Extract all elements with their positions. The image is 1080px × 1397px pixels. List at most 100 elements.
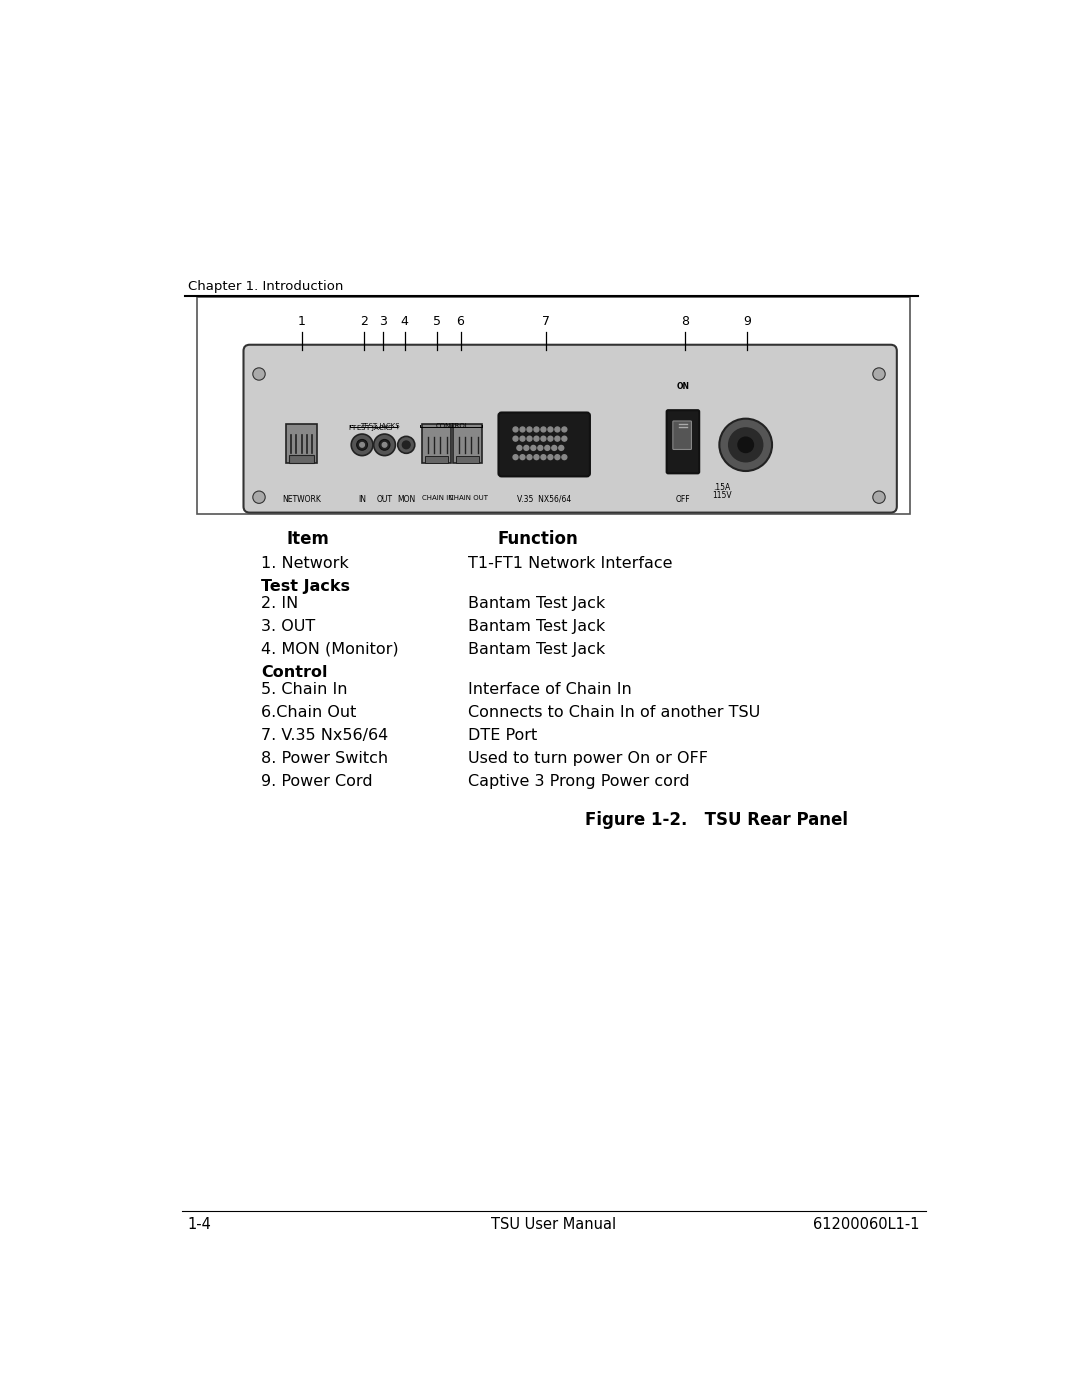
FancyBboxPatch shape [666, 411, 699, 474]
Circle shape [548, 427, 553, 432]
Circle shape [548, 454, 553, 460]
Circle shape [527, 454, 532, 460]
Text: 7: 7 [542, 316, 550, 328]
FancyBboxPatch shape [289, 455, 314, 462]
Circle shape [562, 436, 567, 441]
Text: 4: 4 [401, 316, 408, 328]
Text: Test Jacks: Test Jacks [261, 578, 350, 594]
Text: Chapter 1. Introduction: Chapter 1. Introduction [188, 281, 343, 293]
Circle shape [548, 436, 553, 441]
Text: T1-FT1 Network Interface: T1-FT1 Network Interface [469, 556, 673, 571]
Text: CONTROL: CONTROL [436, 423, 470, 429]
Text: 61200060L1-1: 61200060L1-1 [813, 1217, 919, 1232]
Text: 2: 2 [360, 316, 367, 328]
Text: ON: ON [676, 381, 689, 391]
Text: Control: Control [261, 665, 328, 680]
Text: OFF: OFF [676, 495, 690, 504]
Text: 1-4: 1-4 [188, 1217, 212, 1232]
FancyBboxPatch shape [453, 425, 482, 462]
Circle shape [527, 427, 532, 432]
Circle shape [513, 436, 518, 441]
Text: $\Gamma$TEST JACKS$\neg$: $\Gamma$TEST JACKS$\neg$ [348, 423, 399, 433]
Text: Item: Item [286, 529, 329, 548]
Circle shape [562, 454, 567, 460]
Circle shape [738, 437, 754, 453]
Circle shape [374, 434, 395, 455]
Text: 2. IN: 2. IN [261, 595, 298, 610]
Circle shape [360, 443, 364, 447]
Circle shape [527, 436, 532, 441]
Text: .15A: .15A [713, 483, 730, 492]
FancyBboxPatch shape [422, 425, 451, 462]
Circle shape [538, 446, 543, 450]
Circle shape [382, 443, 387, 447]
FancyBboxPatch shape [243, 345, 896, 513]
Text: CHAIN OUT: CHAIN OUT [449, 495, 488, 502]
Text: 5: 5 [433, 316, 442, 328]
Text: 8. Power Switch: 8. Power Switch [261, 752, 389, 767]
Text: MON: MON [397, 495, 416, 504]
Circle shape [562, 427, 567, 432]
Text: 4. MON (Monitor): 4. MON (Monitor) [261, 643, 399, 657]
FancyBboxPatch shape [673, 420, 691, 450]
Circle shape [555, 436, 559, 441]
Circle shape [356, 440, 367, 450]
Text: Function: Function [498, 529, 579, 548]
Text: 9: 9 [743, 316, 752, 328]
Text: 1: 1 [298, 316, 306, 328]
Circle shape [379, 440, 390, 450]
Circle shape [253, 490, 266, 503]
FancyBboxPatch shape [286, 425, 318, 462]
Circle shape [534, 454, 539, 460]
Text: Captive 3 Prong Power cord: Captive 3 Prong Power cord [469, 774, 690, 789]
FancyBboxPatch shape [197, 298, 910, 514]
Circle shape [558, 446, 564, 450]
Circle shape [729, 427, 762, 462]
Circle shape [873, 367, 886, 380]
Circle shape [541, 436, 545, 441]
Text: 6: 6 [457, 316, 464, 328]
FancyBboxPatch shape [456, 455, 480, 462]
Text: Bantam Test Jack: Bantam Test Jack [469, 595, 606, 610]
Circle shape [534, 427, 539, 432]
Text: Connects to Chain In of another TSU: Connects to Chain In of another TSU [469, 705, 760, 719]
Circle shape [552, 446, 557, 450]
Text: 8: 8 [681, 316, 689, 328]
Text: Figure 1-2.   TSU Rear Panel: Figure 1-2. TSU Rear Panel [584, 812, 848, 830]
Circle shape [873, 490, 886, 503]
Circle shape [541, 427, 545, 432]
Text: 1. Network: 1. Network [261, 556, 349, 571]
Circle shape [521, 454, 525, 460]
Circle shape [253, 367, 266, 380]
Text: 3: 3 [379, 316, 387, 328]
Circle shape [719, 419, 772, 471]
FancyBboxPatch shape [424, 455, 448, 462]
Text: 9. Power Cord: 9. Power Cord [261, 774, 373, 789]
Circle shape [521, 427, 525, 432]
Text: CHAIN IN: CHAIN IN [421, 495, 453, 502]
Circle shape [555, 454, 559, 460]
Text: Used to turn power On or OFF: Used to turn power On or OFF [469, 752, 708, 767]
Text: 3. OUT: 3. OUT [261, 619, 315, 634]
Text: Interface of Chain In: Interface of Chain In [469, 682, 632, 697]
Text: NETWORK: NETWORK [282, 495, 321, 504]
Circle shape [397, 436, 415, 453]
Circle shape [517, 446, 522, 450]
Text: OUT: OUT [377, 495, 392, 504]
Circle shape [521, 436, 525, 441]
Text: Bantam Test Jack: Bantam Test Jack [469, 619, 606, 634]
Text: 6.Chain Out: 6.Chain Out [261, 705, 356, 719]
Text: 115V: 115V [712, 490, 731, 500]
FancyBboxPatch shape [499, 412, 590, 476]
Circle shape [524, 446, 529, 450]
Circle shape [555, 427, 559, 432]
Text: DTE Port: DTE Port [469, 728, 538, 743]
Circle shape [513, 427, 518, 432]
Text: 5. Chain In: 5. Chain In [261, 682, 348, 697]
Text: IN: IN [359, 495, 366, 504]
Text: 7. V.35 Nx56/64: 7. V.35 Nx56/64 [261, 728, 389, 743]
Circle shape [513, 454, 518, 460]
Circle shape [531, 446, 536, 450]
Circle shape [544, 446, 550, 450]
Circle shape [351, 434, 373, 455]
